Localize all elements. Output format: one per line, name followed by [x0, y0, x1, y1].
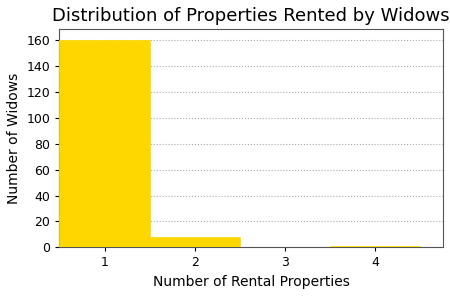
- Bar: [150, 237, 240, 247]
- Bar: [330, 246, 420, 247]
- Bar: [59, 40, 150, 247]
- Title: Distribution of Properties Rented by Widows: Distribution of Properties Rented by Wid…: [52, 7, 450, 25]
- Y-axis label: Number of Widows: Number of Widows: [7, 73, 21, 204]
- X-axis label: Number of Rental Properties: Number of Rental Properties: [153, 275, 350, 289]
